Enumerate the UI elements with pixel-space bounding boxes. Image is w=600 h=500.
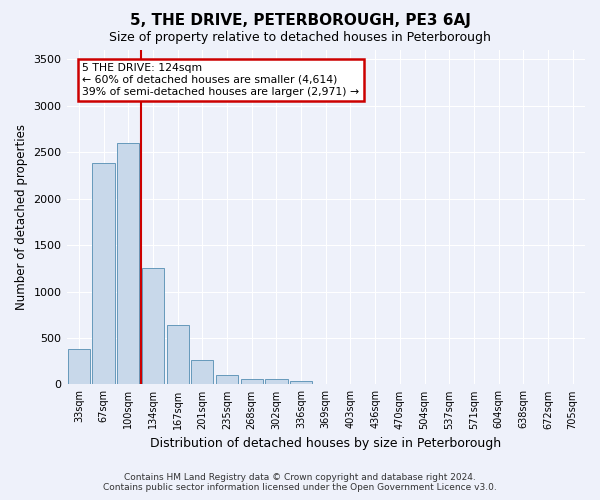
Text: 5, THE DRIVE, PETERBOROUGH, PE3 6AJ: 5, THE DRIVE, PETERBOROUGH, PE3 6AJ xyxy=(130,12,470,28)
Bar xyxy=(68,349,90,384)
Bar xyxy=(167,325,189,384)
Text: Contains HM Land Registry data © Crown copyright and database right 2024.
Contai: Contains HM Land Registry data © Crown c… xyxy=(103,473,497,492)
Text: Size of property relative to detached houses in Peterborough: Size of property relative to detached ho… xyxy=(109,31,491,44)
Bar xyxy=(142,268,164,384)
Bar xyxy=(265,380,287,384)
Y-axis label: Number of detached properties: Number of detached properties xyxy=(15,124,28,310)
X-axis label: Distribution of detached houses by size in Peterborough: Distribution of detached houses by size … xyxy=(150,437,502,450)
Bar xyxy=(117,143,139,384)
Bar xyxy=(191,360,214,384)
Bar xyxy=(290,380,312,384)
Bar xyxy=(92,164,115,384)
Text: 5 THE DRIVE: 124sqm
← 60% of detached houses are smaller (4,614)
39% of semi-det: 5 THE DRIVE: 124sqm ← 60% of detached ho… xyxy=(82,64,359,96)
Bar xyxy=(216,375,238,384)
Bar xyxy=(241,379,263,384)
